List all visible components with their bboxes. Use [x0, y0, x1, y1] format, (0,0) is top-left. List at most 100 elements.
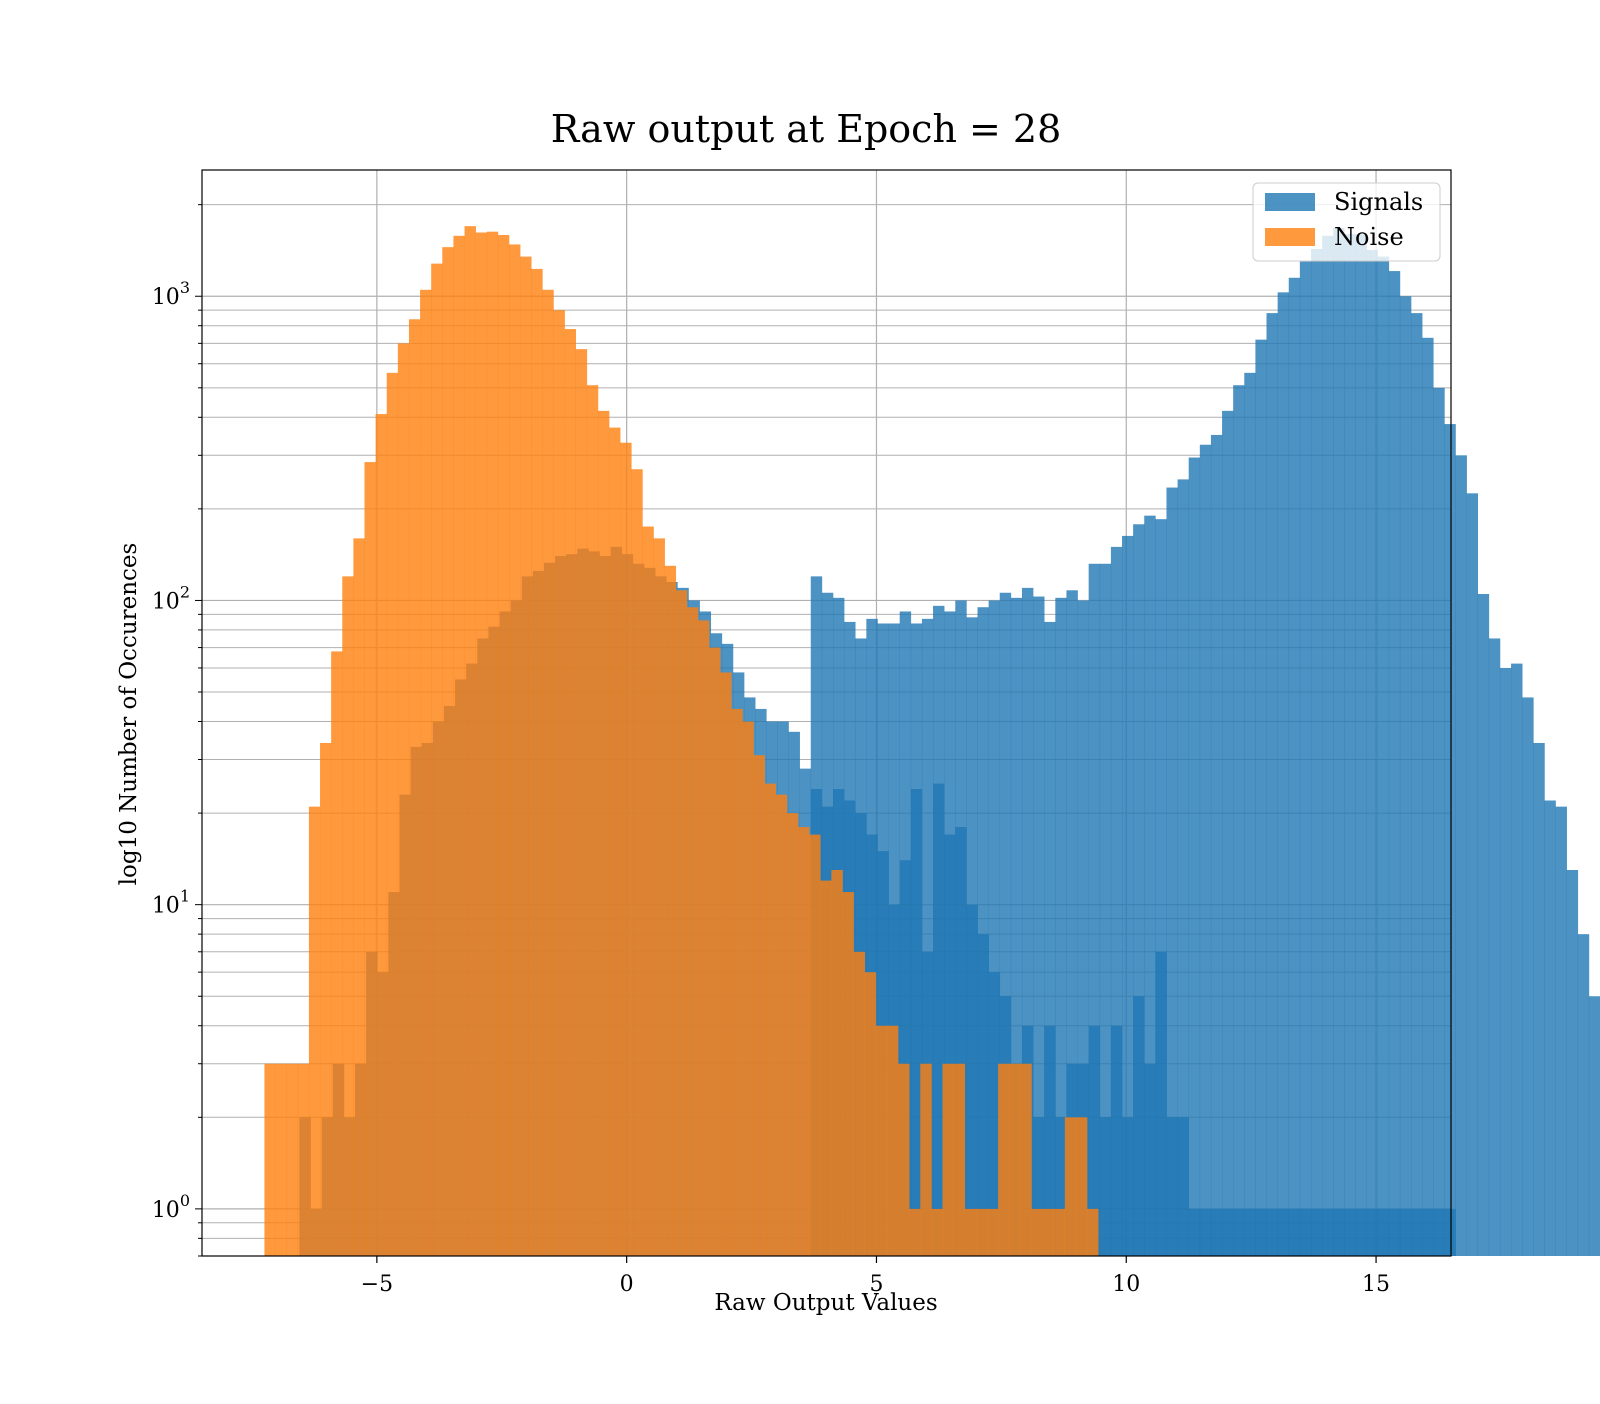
bar-signals — [1411, 313, 1423, 1257]
bar-signals — [1155, 519, 1167, 1256]
bar-signals — [1333, 227, 1345, 1257]
x-tick-label: 10 — [1112, 1272, 1140, 1297]
bar-noise — [531, 268, 543, 1256]
bar-noise — [486, 231, 499, 1256]
bar-noise — [509, 244, 521, 1257]
legend-swatch-noise — [1265, 228, 1315, 246]
bar-noise — [742, 721, 754, 1256]
bar-noise — [620, 442, 632, 1256]
bar-noise — [931, 1208, 943, 1256]
bar-signals — [1244, 372, 1256, 1256]
bar-signals — [1055, 597, 1067, 1256]
bar-signals — [1466, 493, 1479, 1256]
bar-noise — [564, 329, 577, 1256]
bar-noise — [1075, 1117, 1088, 1256]
bar-signals — [1044, 621, 1056, 1256]
bar-signals — [1099, 563, 1112, 1256]
bar-noise — [1009, 1063, 1021, 1256]
bar-signals — [999, 592, 1012, 1256]
bar-noise — [275, 1063, 287, 1256]
bar-signals — [1166, 487, 1178, 1256]
bar-signals — [1199, 444, 1212, 1256]
bar-noise — [886, 1025, 899, 1256]
bar-noise — [786, 813, 799, 1256]
bar-noise — [497, 234, 510, 1256]
bar-signals — [910, 623, 923, 1256]
bar-noise — [953, 1063, 966, 1256]
bar-noise — [308, 806, 321, 1256]
bar-signals — [1533, 742, 1545, 1256]
bar-signals — [1588, 996, 1600, 1256]
bar-signals — [1021, 587, 1034, 1256]
bar-signals — [977, 607, 989, 1256]
bar-noise — [542, 289, 554, 1256]
bar-noise — [986, 1208, 999, 1256]
bar-noise — [1031, 1208, 1043, 1256]
bar-signals — [1355, 234, 1367, 1257]
bar-noise — [331, 651, 343, 1256]
bar-noise — [842, 892, 854, 1256]
bar-signals — [1322, 235, 1334, 1256]
bar-signals — [1088, 563, 1101, 1256]
bar-signals — [1222, 410, 1234, 1257]
bar-noise — [586, 385, 599, 1256]
bar-signals — [1077, 600, 1089, 1256]
bar-signals — [921, 618, 934, 1256]
bar-signals — [855, 638, 867, 1256]
bar-noise — [898, 1063, 910, 1256]
bar-signals — [988, 600, 1001, 1256]
bar-signals — [1455, 455, 1467, 1256]
bar-signals — [1577, 934, 1590, 1256]
bar-noise — [764, 783, 777, 1256]
bar-signals — [1133, 524, 1145, 1256]
bar-signals — [1266, 313, 1278, 1257]
x-tick-label: 0 — [620, 1272, 634, 1297]
legend: Signals Noise — [1252, 182, 1441, 262]
bar-signals — [1399, 296, 1412, 1256]
bar-signals — [933, 605, 945, 1256]
bar-noise — [342, 576, 354, 1256]
bar-noise — [408, 319, 421, 1257]
x-axis-label: Raw Output Values — [714, 1290, 937, 1316]
bar-noise — [386, 372, 399, 1256]
legend-label-noise: Noise — [1334, 223, 1404, 251]
axes-layer: −5 0 5 10 15 100 101 102 103 — [152, 169, 1452, 1297]
bar-noise — [697, 620, 710, 1256]
bar-signals — [1299, 261, 1312, 1256]
bar-signals — [899, 611, 912, 1256]
bar-noise — [998, 1063, 1010, 1256]
bar-noise — [831, 870, 843, 1256]
y-tick-label: 100 — [152, 1191, 190, 1223]
bar-signals — [955, 600, 967, 1256]
bar-noise — [1020, 1063, 1032, 1256]
bar-signals — [1122, 535, 1134, 1256]
bar-signals — [1177, 479, 1190, 1256]
bar-signals — [1344, 234, 1356, 1257]
bar-noise — [597, 410, 610, 1257]
bar-noise — [942, 1063, 954, 1256]
bar-noise — [264, 1063, 276, 1256]
bar-noise — [575, 349, 588, 1257]
bar-signals — [944, 611, 956, 1256]
bar-noise — [675, 590, 688, 1256]
bar-signals — [1010, 597, 1023, 1256]
bar-signals — [1499, 667, 1512, 1256]
y-tick-label: 101 — [152, 887, 190, 919]
bar-signals — [1210, 434, 1223, 1256]
bar-noise — [775, 794, 788, 1256]
bar-noise — [1042, 1208, 1054, 1256]
bar-signals — [1377, 256, 1390, 1257]
bar-signals — [1422, 337, 1434, 1257]
bar-noise — [1053, 1208, 1066, 1256]
bar-noise — [375, 414, 388, 1257]
y-tick-label: 102 — [152, 582, 190, 614]
bar-signals — [888, 623, 900, 1256]
x-tick-label: 5 — [869, 1272, 883, 1297]
bar-signals — [1433, 387, 1445, 1256]
bar-signals — [1366, 249, 1378, 1257]
bar-noise — [353, 538, 365, 1256]
bar-noise — [475, 232, 488, 1257]
bar-noise — [753, 755, 765, 1256]
bar-noise — [520, 256, 532, 1257]
